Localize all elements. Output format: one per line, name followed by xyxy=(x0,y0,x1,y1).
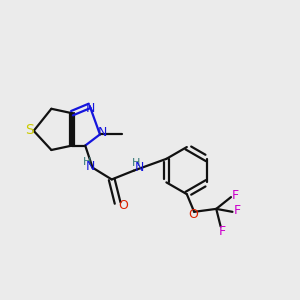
Text: F: F xyxy=(219,225,226,239)
Text: F: F xyxy=(232,189,239,202)
Text: O: O xyxy=(188,208,198,221)
Text: S: S xyxy=(25,123,34,137)
Text: F: F xyxy=(234,205,241,218)
Text: N: N xyxy=(85,160,95,173)
Text: H: H xyxy=(132,158,140,168)
Text: O: O xyxy=(118,200,128,212)
Text: N: N xyxy=(98,126,108,140)
Text: N: N xyxy=(134,161,144,174)
Text: N: N xyxy=(86,102,95,115)
Text: H: H xyxy=(83,157,92,167)
